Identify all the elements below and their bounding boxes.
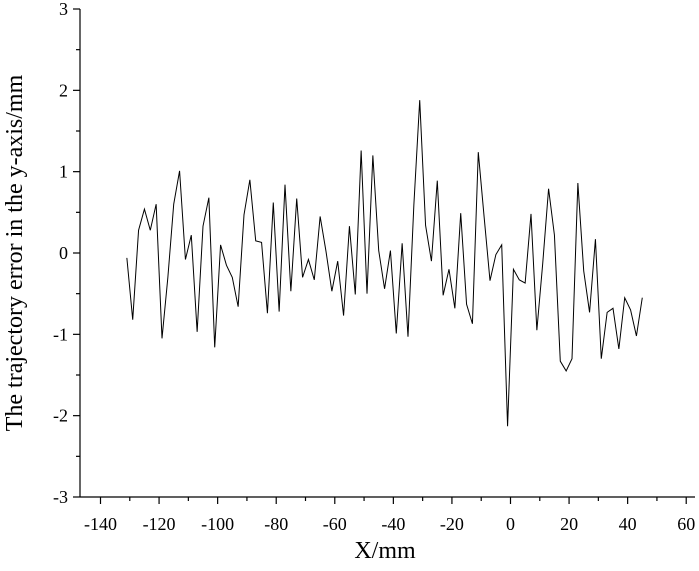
x-tick-label: -20 (440, 514, 464, 534)
y-tick-label: 0 (59, 243, 68, 263)
y-tick-label: -3 (53, 487, 68, 507)
x-tick-label: -100 (201, 514, 234, 534)
y-tick-label: -2 (53, 406, 68, 426)
y-tick-label: 1 (59, 162, 68, 182)
x-tick-label: 60 (677, 514, 695, 534)
x-tick-label: 0 (506, 514, 515, 534)
y-tick-label: 3 (59, 0, 68, 19)
y-axis-label: The trajectory error in the y-axis/mm (2, 74, 28, 431)
x-tick-label: -40 (381, 514, 405, 534)
x-tick-label: -80 (264, 514, 288, 534)
y-tick-label: -1 (53, 324, 68, 344)
data-line (126, 100, 643, 427)
x-tick-label: -120 (143, 514, 176, 534)
x-tick-label: 40 (619, 514, 637, 534)
x-tick-label: -140 (84, 514, 117, 534)
x-axis-label: X/mm (354, 538, 416, 564)
x-tick-label: -60 (323, 514, 347, 534)
y-tick-label: 2 (59, 80, 68, 100)
x-tick-label: 20 (560, 514, 578, 534)
